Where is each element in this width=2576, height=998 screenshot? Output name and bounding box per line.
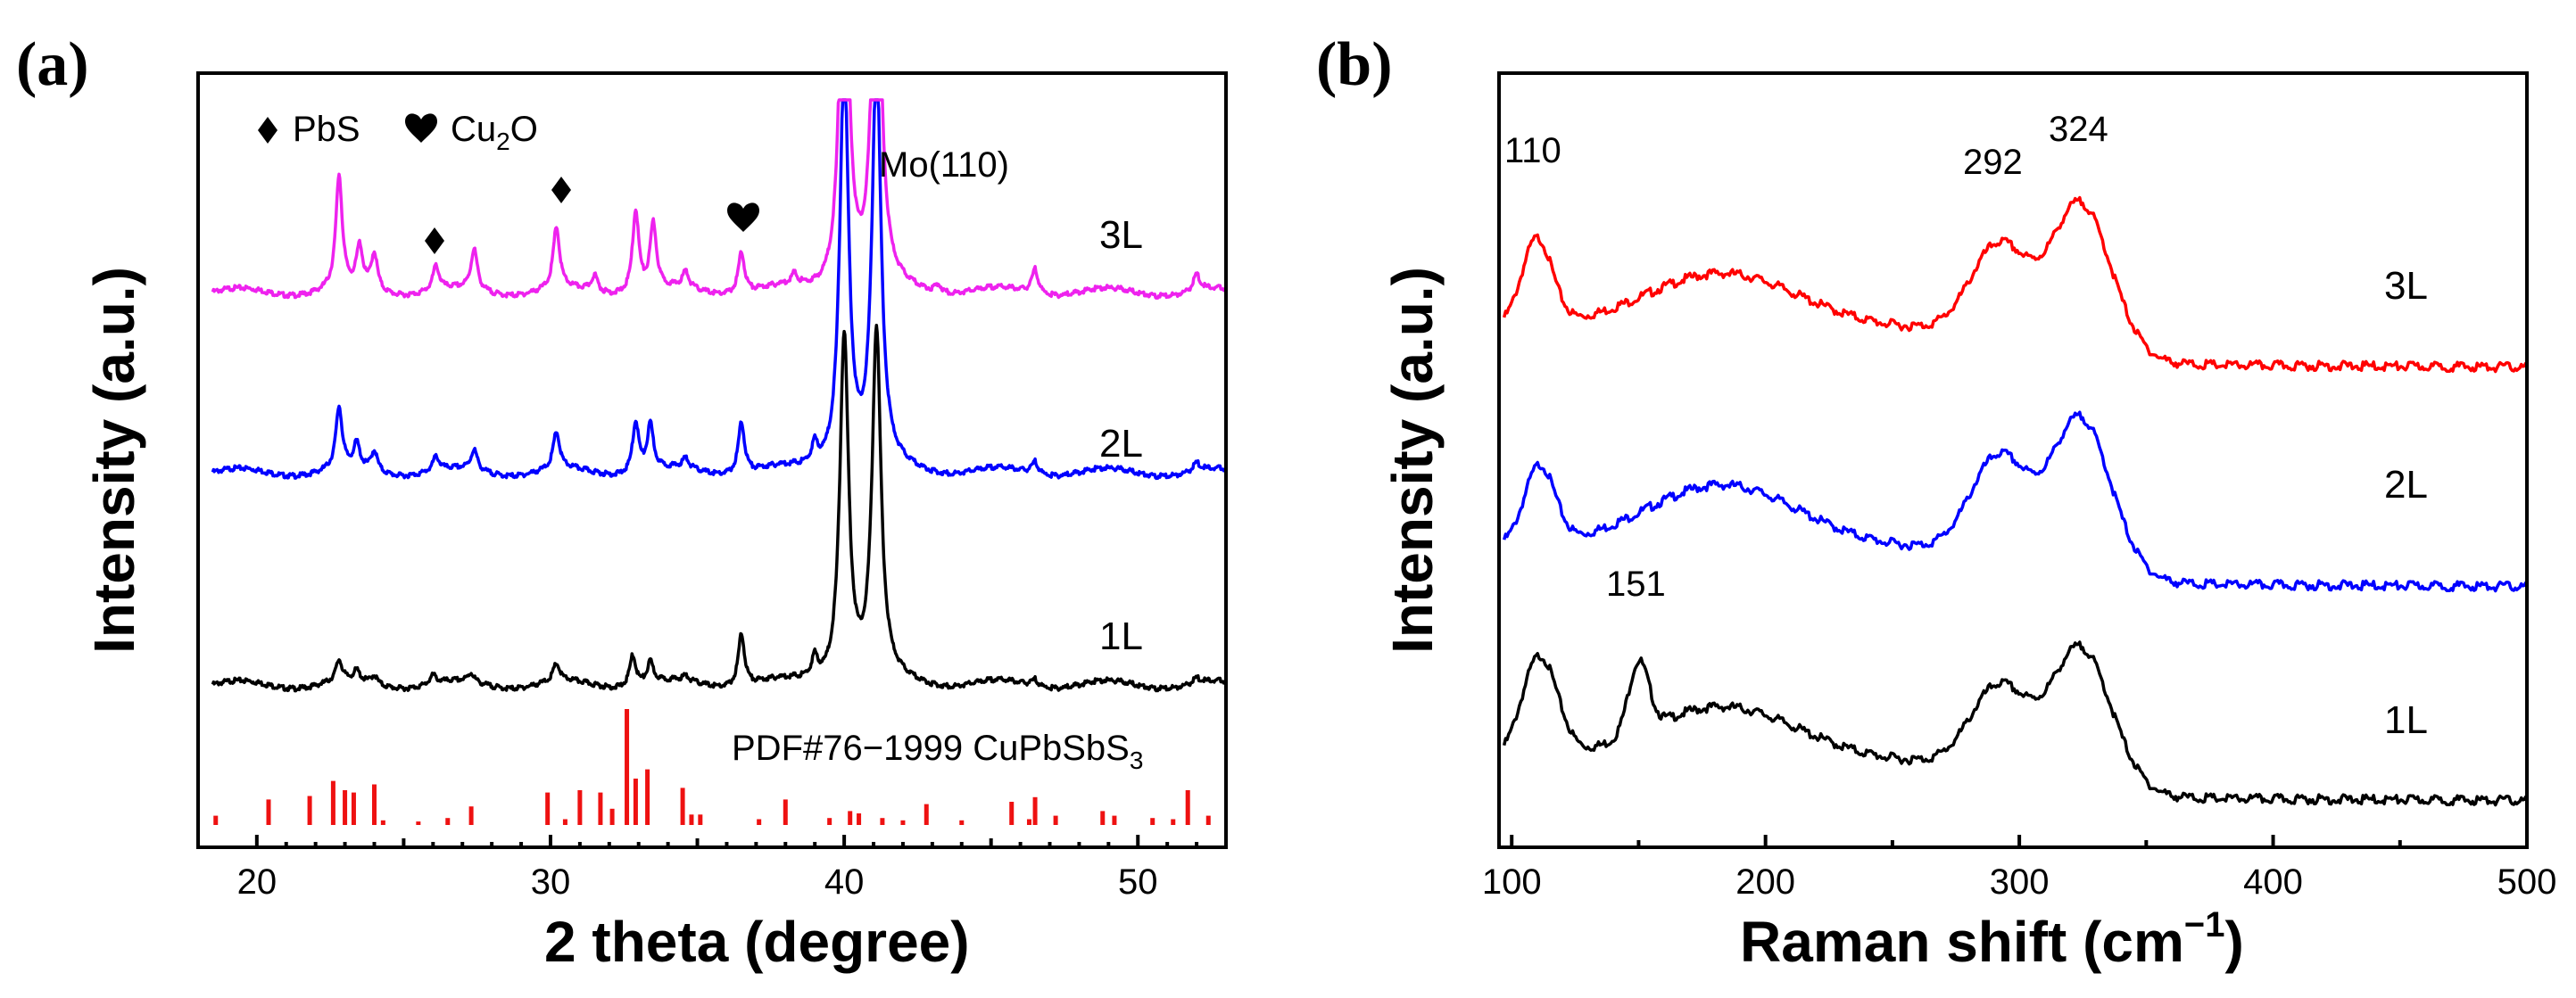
reference-pdf-label: PDF#76−1999 CuPbSbS3: [732, 729, 1143, 774]
x-tick-label: 20: [237, 862, 277, 902]
panel-b-plot-frame: [1497, 71, 2529, 849]
xrd-series-1l: [211, 323, 1226, 693]
panel-b-letter: (b): [1316, 30, 1393, 99]
x-tick-label: 400: [2243, 862, 2303, 902]
panel-b-x-ticks: 100 200 300 400 500: [1482, 835, 2557, 902]
panel-a-legend: PbS Cu2O: [258, 110, 538, 155]
mo110-annotation: Mo(110): [879, 145, 1009, 185]
x-tick-label: 200: [1735, 862, 1795, 902]
panel-a: (a) 20 30 40 50 PbS Cu2O Mo(110) PDF#76−199…: [16, 30, 1228, 974]
raman-series-3l: [1502, 195, 2528, 374]
panel-b-curves: [1502, 195, 2528, 807]
panel-b: (b) 100 200 300 400 500 110 151 292 324 3L 2…: [1316, 30, 2556, 974]
series-label-1l-a: 1L: [1099, 614, 1143, 658]
xrd-series-3l: [211, 98, 1226, 301]
cu2o-peak-marker-36: [727, 202, 759, 232]
x-tick-label: 500: [2497, 862, 2557, 902]
x-tick-label: 300: [1990, 862, 2050, 902]
legend-pbs-label: PbS: [293, 110, 360, 149]
x-tick-label: 40: [824, 862, 865, 902]
series-label-3l-a: 3L: [1099, 213, 1143, 257]
panel-a-plot-frame: [196, 71, 1228, 849]
panel-a-x-ticks: 20 30 40 50: [237, 835, 1199, 902]
raman-series-2l: [1503, 410, 2528, 593]
peak-label-151: 151: [1606, 565, 1666, 604]
x-tick-label: 30: [531, 862, 571, 902]
x-tick-label: 100: [1482, 862, 1542, 902]
panel-a-letter: (a): [16, 30, 89, 99]
x-tick-label: 50: [1118, 862, 1158, 902]
peak-label-110: 110: [1504, 131, 1561, 170]
peak-label-292: 292: [1963, 143, 2023, 182]
panel-b-x-axis-title: Raman shift (cm−1): [1740, 905, 2244, 974]
panel-b-y-axis-title: Intensity (a.u.): [1380, 267, 1445, 654]
series-label-2l-b: 2L: [2384, 463, 2428, 507]
panel-a-curves: [211, 98, 1226, 693]
pbs-peak-marker-30: [551, 177, 571, 203]
raman-series-1l: [1502, 640, 2528, 807]
peak-label-324: 324: [2049, 110, 2108, 149]
series-label-2l-a: 2L: [1099, 422, 1143, 466]
legend-cu2o-label: Cu2O: [451, 110, 538, 155]
heart-marker-icon: [405, 113, 437, 143]
diamond-marker-icon: [258, 117, 277, 144]
panel-a-y-axis-title: Intensity (a.u.): [82, 267, 146, 654]
panel-a-reference-sticks: [213, 709, 1211, 825]
series-label-1l-b: 1L: [2384, 698, 2428, 742]
panel-a-x-axis-title: 2 theta (degree): [544, 910, 970, 974]
pbs-peak-marker-26: [425, 227, 444, 254]
xrd-series-2l: [211, 98, 1226, 481]
series-label-3l-b: 3L: [2384, 264, 2428, 308]
